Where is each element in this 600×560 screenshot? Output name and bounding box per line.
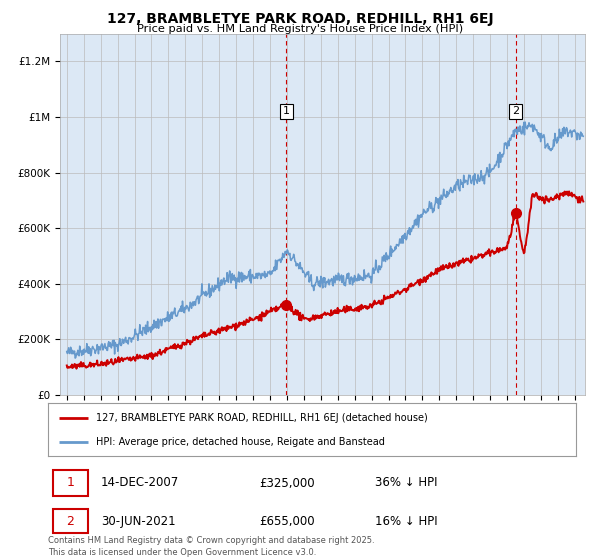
Text: Price paid vs. HM Land Registry's House Price Index (HPI): Price paid vs. HM Land Registry's House …: [137, 24, 463, 34]
Text: 2: 2: [67, 515, 74, 528]
Text: £655,000: £655,000: [259, 515, 315, 528]
Text: 14-DEC-2007: 14-DEC-2007: [101, 477, 179, 489]
Text: £325,000: £325,000: [259, 477, 315, 489]
Text: 36% ↓ HPI: 36% ↓ HPI: [376, 477, 438, 489]
Text: 127, BRAMBLETYE PARK ROAD, REDHILL, RH1 6EJ: 127, BRAMBLETYE PARK ROAD, REDHILL, RH1 …: [107, 12, 493, 26]
Text: 1: 1: [283, 106, 290, 116]
Text: 1: 1: [67, 477, 74, 489]
FancyBboxPatch shape: [53, 470, 88, 496]
FancyBboxPatch shape: [53, 508, 88, 533]
Text: 2: 2: [512, 106, 519, 116]
Text: 16% ↓ HPI: 16% ↓ HPI: [376, 515, 438, 528]
Text: 127, BRAMBLETYE PARK ROAD, REDHILL, RH1 6EJ (detached house): 127, BRAMBLETYE PARK ROAD, REDHILL, RH1 …: [95, 413, 427, 423]
Text: 30-JUN-2021: 30-JUN-2021: [101, 515, 175, 528]
Text: HPI: Average price, detached house, Reigate and Banstead: HPI: Average price, detached house, Reig…: [95, 436, 385, 446]
Text: Contains HM Land Registry data © Crown copyright and database right 2025.
This d: Contains HM Land Registry data © Crown c…: [48, 536, 374, 557]
